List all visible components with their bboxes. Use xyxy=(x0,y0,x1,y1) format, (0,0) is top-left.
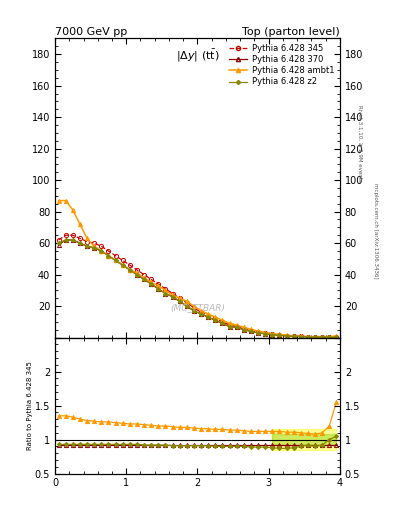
Y-axis label: Ratio to Pythia 6.428 345: Ratio to Pythia 6.428 345 xyxy=(28,361,33,450)
Text: Top (parton level): Top (parton level) xyxy=(242,27,340,37)
Text: Rivet 3.1.10, ≥ 2.9M events: Rivet 3.1.10, ≥ 2.9M events xyxy=(357,105,362,182)
Text: 7000 GeV pp: 7000 GeV pp xyxy=(55,27,127,37)
Text: $|\Delta y|$ (t$\bar{\rm t}$): $|\Delta y|$ (t$\bar{\rm t}$) xyxy=(176,48,219,63)
Text: (MC_TTBAR): (MC_TTBAR) xyxy=(170,303,225,312)
Legend: Pythia 6.428 345, Pythia 6.428 370, Pythia 6.428 ambt1, Pythia 6.428 z2: Pythia 6.428 345, Pythia 6.428 370, Pyth… xyxy=(228,42,336,88)
Text: mcplots.cern.ch [arXiv:1306.3436]: mcplots.cern.ch [arXiv:1306.3436] xyxy=(373,183,378,278)
